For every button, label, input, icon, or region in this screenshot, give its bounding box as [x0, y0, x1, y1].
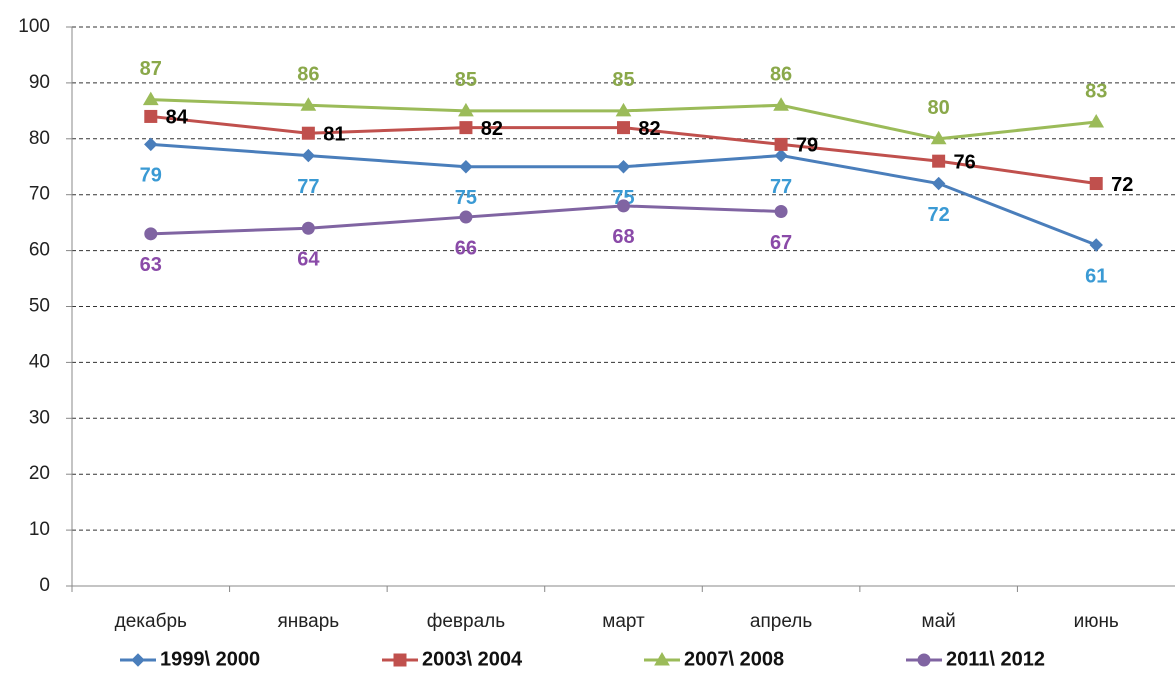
data-point: [615, 102, 632, 117]
x-tick-label: май: [922, 611, 956, 632]
data-point: [301, 221, 315, 235]
data-point: [617, 199, 630, 213]
legend-marker: [393, 653, 407, 667]
data-point: [459, 121, 473, 135]
data-label: 67: [770, 232, 792, 254]
legend-marker: [917, 653, 931, 667]
data-point: [144, 109, 158, 123]
legend-label: 2011\ 2012: [946, 648, 1045, 670]
x-tick-label: февраль: [427, 611, 506, 632]
y-tick-label: 20: [29, 463, 50, 484]
y-tick-label: 50: [29, 296, 50, 317]
data-label: 82: [638, 118, 660, 140]
legend-marker: [131, 653, 145, 667]
data-point: [930, 130, 947, 145]
data-label: 87: [140, 58, 162, 80]
data-label: 86: [297, 64, 319, 86]
x-tick-label: март: [602, 611, 645, 632]
data-label: 81: [323, 123, 345, 145]
legend-label: 1999\ 2000: [160, 648, 260, 670]
data-label: 77: [297, 176, 319, 198]
data-label: 82: [481, 118, 503, 140]
data-point: [1089, 177, 1103, 191]
legend-label: 2007\ 2008: [684, 648, 784, 670]
data-point: [144, 227, 158, 241]
x-tick-label: январь: [278, 611, 340, 632]
data-label: 84: [166, 107, 189, 129]
data-label: 61: [1085, 265, 1107, 287]
data-label: 63: [140, 254, 162, 276]
x-tick-label: декабрь: [115, 611, 187, 632]
data-label: 68: [612, 226, 634, 248]
y-tick-label: 0: [39, 575, 50, 596]
y-tick-label: 30: [29, 407, 50, 428]
data-point: [774, 204, 788, 218]
data-label: 79: [140, 165, 162, 187]
data-point: [931, 176, 946, 191]
data-point: [301, 126, 315, 140]
data-label: 72: [1111, 174, 1133, 196]
data-point: [932, 154, 946, 168]
data-point: [1088, 114, 1105, 128]
data-point: [459, 160, 473, 174]
data-label: 79: [796, 135, 818, 157]
y-tick-label: 40: [29, 351, 50, 372]
data-point: [774, 137, 788, 151]
data-label: 64: [297, 249, 320, 271]
y-tick-label: 10: [29, 519, 50, 540]
data-label: 77: [770, 176, 792, 198]
y-tick-label: 70: [29, 184, 50, 205]
data-point: [773, 97, 789, 111]
data-point: [617, 121, 630, 135]
data-label: 85: [612, 69, 634, 91]
legend-marker: [654, 652, 670, 666]
legend-label: 2003\ 2004: [422, 648, 523, 670]
x-tick-label: июнь: [1074, 611, 1119, 632]
data-label: 66: [455, 237, 477, 259]
data-label: 80: [928, 97, 950, 119]
data-label: 72: [928, 204, 950, 226]
y-tick-label: 80: [29, 128, 50, 149]
data-point: [301, 148, 316, 163]
data-label: 75: [455, 187, 477, 209]
x-tick-label: апрель: [750, 611, 812, 632]
data-point: [459, 210, 473, 224]
y-tick-label: 90: [29, 72, 50, 93]
data-point: [1089, 238, 1103, 252]
data-point: [616, 160, 631, 174]
y-tick-label: 60: [29, 240, 50, 261]
data-point: [458, 102, 474, 117]
data-point: [144, 137, 158, 152]
data-point: [300, 97, 317, 111]
data-label: 85: [455, 69, 477, 91]
data-point: [142, 91, 159, 106]
data-label: 83: [1085, 80, 1107, 102]
data-point: [774, 148, 788, 163]
data-label: 86: [770, 64, 792, 86]
y-tick-label: 100: [18, 16, 50, 37]
data-label: 76: [954, 151, 976, 173]
